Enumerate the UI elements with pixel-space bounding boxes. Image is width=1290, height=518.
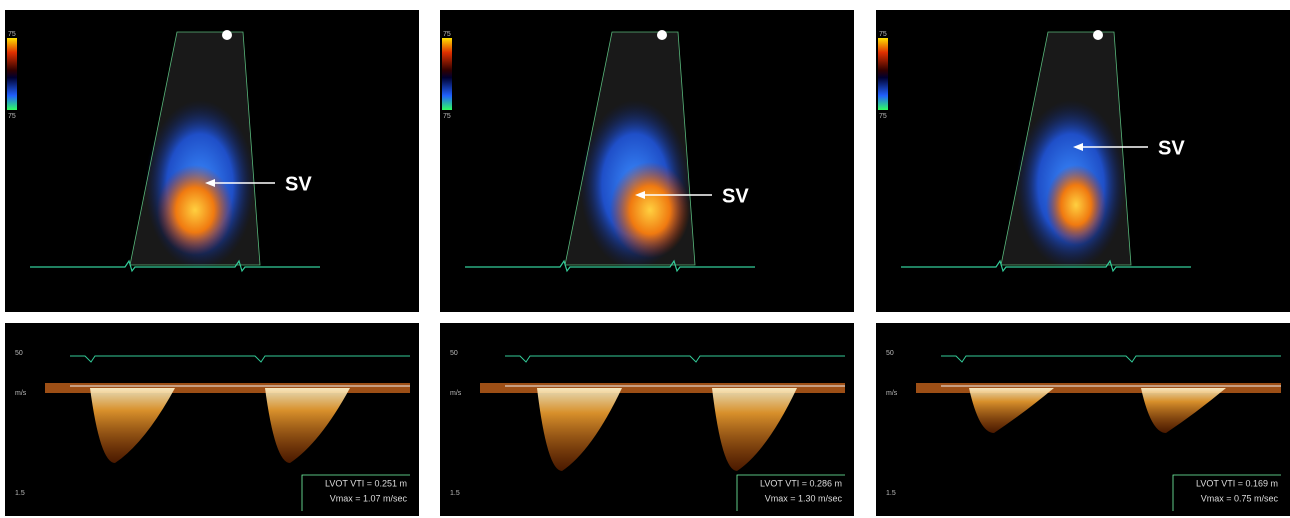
color-bar (7, 38, 17, 110)
doppler-ecg (70, 355, 410, 363)
measurement-text: LVOT VTI = 0.286 m (760, 478, 842, 488)
sv-arrowhead (205, 179, 215, 187)
sv-arrowhead (1073, 143, 1083, 151)
marker-dot (657, 30, 667, 40)
measurement-text: Vmax = 0.75 m/sec (1201, 493, 1279, 503)
doppler-background (5, 323, 419, 516)
measurement-box (1172, 474, 1281, 511)
measurement-text: LVOT VTI = 0.169 m (1196, 478, 1278, 488)
color-bar (878, 38, 888, 110)
sv-label: SV (1158, 137, 1185, 159)
doppler-envelope (712, 388, 797, 471)
scale-label: 1.5 (450, 490, 460, 497)
color-flow-orange (157, 165, 233, 255)
measurement-box (736, 474, 845, 511)
scale-label: m/s (886, 390, 898, 397)
baseline-noise (480, 383, 845, 393)
baseline-noise (45, 383, 410, 393)
doppler-ecg (505, 355, 845, 363)
marker-dot (1093, 30, 1103, 40)
measurement-box (301, 474, 410, 511)
doppler-envelope (969, 388, 1054, 433)
echo-panel: 75 75 SV (876, 10, 1290, 312)
scale-label: 50 (450, 350, 458, 357)
color-bar (442, 38, 452, 110)
doppler-envelope (90, 388, 175, 463)
echo-panel: 75 75 SV (440, 10, 854, 312)
doppler-envelope (537, 388, 622, 471)
scale-label: 50 (15, 350, 23, 357)
scale-label: m/s (450, 390, 462, 397)
sv-label: SV (285, 173, 312, 195)
scale-label: 1.5 (15, 490, 25, 497)
doppler-panel: 50 m/s 1.5 LVOT VTI = 0.251 m Vmax = 1.07 m/… (5, 323, 419, 516)
echo-panel: 75 75 SV (5, 10, 419, 312)
sector-outline (1000, 31, 1132, 266)
baseline-noise (916, 383, 1281, 393)
doppler-envelope (265, 388, 350, 463)
colorbar-label: 75 (8, 31, 16, 38)
doppler-ecg (941, 355, 1281, 363)
scale-label: 50 (886, 350, 894, 357)
colorbar-label: 75 (443, 113, 451, 120)
measurement-text: Vmax = 1.30 m/sec (765, 493, 843, 503)
sv-label: SV (722, 185, 749, 207)
measurement-text: LVOT VTI = 0.251 m (325, 478, 407, 488)
scale-label: 1.5 (886, 490, 896, 497)
colorbar-label: 75 (879, 113, 887, 120)
color-flow-orange (1046, 165, 1106, 245)
doppler-panel: 50 m/s 1.5 LVOT VTI = 0.286 m Vmax = 1.30 m/… (440, 323, 854, 516)
doppler-envelope (1141, 388, 1226, 433)
colorbar-label: 75 (443, 31, 451, 38)
sector-outline (564, 31, 696, 266)
ecg-trace (465, 259, 755, 273)
ecg-trace (30, 259, 320, 273)
colorbar-label: 75 (879, 31, 887, 38)
ecg-trace (901, 259, 1191, 273)
marker-dot (222, 30, 232, 40)
doppler-panel: 50 m/s 1.5 LVOT VTI = 0.169 m Vmax = 0.75 m/… (876, 323, 1290, 516)
scale-label: m/s (15, 390, 27, 397)
sv-arrowhead (635, 191, 645, 199)
measurement-text: Vmax = 1.07 m/sec (330, 493, 408, 503)
color-flow-orange (610, 162, 690, 258)
colorbar-label: 75 (8, 113, 16, 120)
doppler-background (876, 323, 1290, 516)
sector-outline (129, 31, 261, 266)
doppler-background (440, 323, 854, 516)
